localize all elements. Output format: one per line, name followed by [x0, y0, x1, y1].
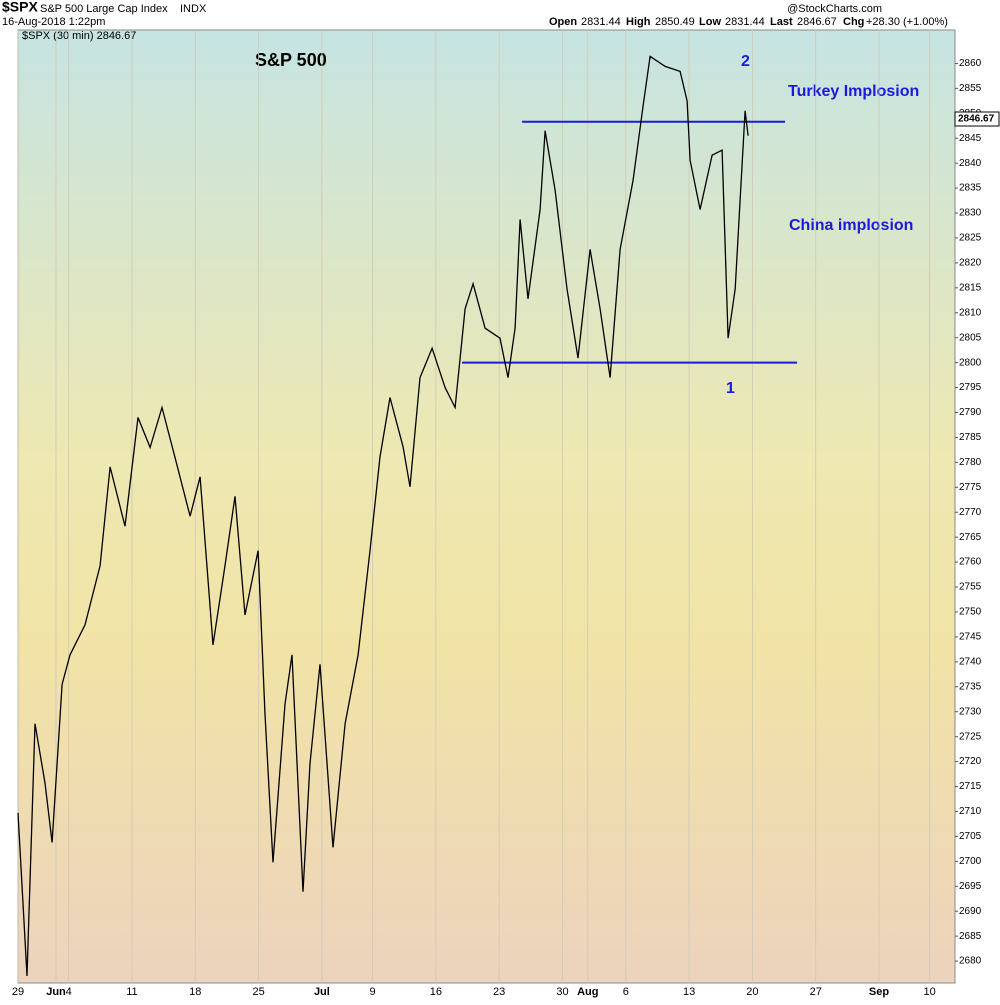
y-tick-label: 2720	[959, 756, 982, 767]
x-tick-label: 6	[623, 986, 629, 998]
y-tick-label: 2730	[959, 706, 982, 717]
y-tick-label: 2680	[959, 956, 982, 967]
x-tick-label: 25	[252, 986, 264, 998]
y-tick-label: 2690	[959, 906, 982, 917]
x-tick-label: Jun	[46, 986, 66, 998]
legend-text: $SPX (30 min) 2846.67	[22, 30, 136, 42]
chg-label: Chg	[843, 16, 864, 28]
x-tick-label: 10	[924, 986, 936, 998]
y-tick-label: 2760	[959, 557, 982, 568]
y-tick-label: 2780	[959, 457, 982, 468]
exchange: INDX	[180, 3, 207, 15]
x-tick-label: 4	[66, 986, 72, 998]
symbol: $SPX	[2, 0, 38, 15]
x-tick-label: Aug	[577, 986, 598, 998]
y-tick-label: 2840	[959, 158, 982, 169]
date: 16-Aug-2018 1:22pm	[2, 16, 105, 28]
x-tick-label: 18	[189, 986, 201, 998]
y-tick-label: 2800	[959, 357, 982, 368]
y-tick-label: 2825	[959, 233, 982, 244]
y-tick-label: 2755	[959, 582, 982, 593]
plot-area	[17, 29, 956, 984]
last-tag: 2846.67	[958, 114, 995, 125]
annotation: 2	[741, 53, 750, 70]
x-tick-label: 30	[556, 986, 568, 998]
chg: +28.30 (+1.00%)	[866, 16, 948, 28]
high-label: High	[626, 16, 651, 28]
y-tick-label: 2750	[959, 607, 982, 618]
open-label: Open	[549, 16, 577, 28]
x-tick-label: 20	[746, 986, 758, 998]
y-tick-label: 2740	[959, 656, 982, 667]
y-tick-label: 2790	[959, 407, 982, 418]
y-tick-label: 2820	[959, 258, 982, 269]
y-tick-label: 2805	[959, 332, 982, 343]
y-tick-label: 2735	[959, 681, 982, 692]
last-label: Last	[770, 16, 793, 28]
source: @StockCharts.com	[787, 3, 882, 15]
last: 2846.67	[797, 16, 837, 28]
y-tick-label: 2765	[959, 532, 982, 543]
high: 2850.49	[655, 16, 695, 28]
y-tick-label: 2710	[959, 806, 982, 817]
y-tick-label: 2705	[959, 831, 982, 842]
price-line	[17, 55, 749, 977]
x-tick-label: 16	[430, 986, 442, 998]
y-tick-label: 2725	[959, 731, 982, 742]
chart-title: S&P 500	[255, 50, 327, 70]
y-tick-label: 2700	[959, 856, 982, 867]
y-tick-label: 2835	[959, 183, 982, 194]
x-tick-label: 29	[12, 986, 24, 998]
low-label: Low	[699, 16, 721, 28]
x-tick-label: 23	[493, 986, 505, 998]
y-tick-label: 2775	[959, 482, 982, 493]
x-tick-label: 11	[126, 986, 137, 998]
y-tick-label: 2715	[959, 781, 982, 792]
x-tick-label: Jul	[314, 986, 330, 998]
y-tick-label: 2685	[959, 931, 982, 942]
x-tick-label: 9	[369, 986, 375, 998]
annotation: Turkey Implosion	[788, 83, 919, 100]
x-tick-label: Sep	[869, 986, 889, 998]
annotation: China implosion	[789, 217, 913, 234]
low: 2831.44	[725, 16, 765, 28]
last-tag-box	[954, 111, 1000, 127]
y-tick-label: 2815	[959, 282, 982, 293]
y-tick-label: 2795	[959, 382, 982, 393]
y-tick-label: 2830	[959, 208, 982, 219]
x-tick-label: 13	[683, 986, 695, 998]
y-tick-label: 2845	[959, 133, 982, 144]
y-tick-label: 2745	[959, 632, 982, 643]
y-tick-label: 2770	[959, 507, 982, 518]
index-name: S&P 500 Large Cap Index	[40, 3, 168, 15]
x-tick-label: 27	[810, 986, 822, 998]
y-tick-label: 2785	[959, 432, 982, 443]
y-tick-label: 2860	[959, 58, 982, 69]
y-tick-label: 2810	[959, 307, 982, 318]
y-tick-label: 2695	[959, 881, 982, 892]
open: 2831.44	[581, 16, 621, 28]
y-tick-label: 2855	[959, 83, 982, 94]
annotation: 1	[726, 380, 735, 397]
